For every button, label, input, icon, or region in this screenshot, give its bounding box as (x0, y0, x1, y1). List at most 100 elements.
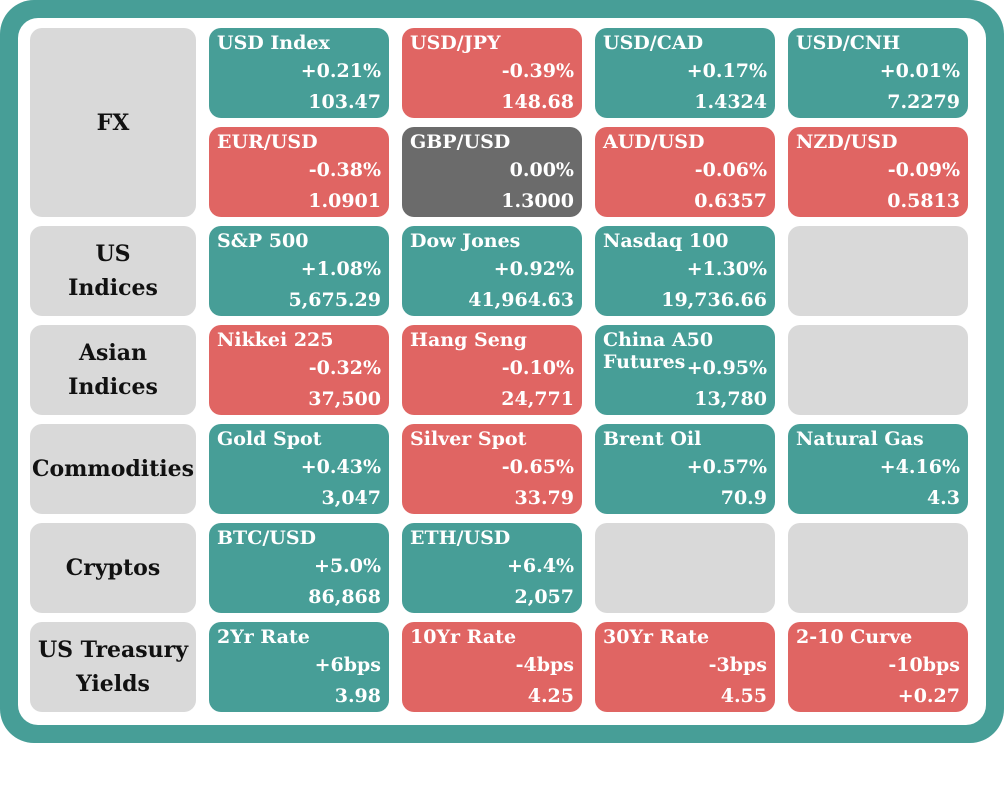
instrument-name: Natural Gas (796, 428, 924, 450)
instrument-name: Gold Spot (217, 428, 322, 450)
instrument-name: Nasdaq 100 (603, 230, 729, 252)
empty-tile (788, 523, 968, 613)
change-value: +0.57% (686, 456, 767, 478)
change-value: +0.21% (300, 60, 381, 82)
change-value: +5.0% (313, 555, 381, 577)
market-panel: FX USD Index +0.21% 103.47 USD/JPY -0.39% 148.… (18, 18, 986, 725)
tile-usd-cnh[interactable]: USD/CNH +0.01% 7.2279 (788, 28, 968, 118)
instrument-name: USD Index (217, 32, 330, 54)
price-value: 70.9 (720, 487, 767, 509)
tile-nikkei-225[interactable]: Nikkei 225 -0.32% 37,500 (209, 325, 389, 415)
instrument-name: ETH/USD (410, 527, 511, 549)
change-value: -4bps (515, 654, 574, 676)
price-value: 1.4324 (694, 91, 767, 113)
price-value: 4.55 (720, 685, 767, 707)
change-value: -0.06% (694, 159, 767, 181)
price-value: +0.27 (897, 685, 960, 707)
category-commodities: Commodities (30, 424, 196, 514)
price-value: 13,780 (694, 388, 767, 410)
instrument-name: NZD/USD (796, 131, 898, 153)
instrument-name: USD/CAD (603, 32, 704, 54)
change-value: -3bps (708, 654, 767, 676)
price-value: 148.68 (501, 91, 574, 113)
price-value: 103.47 (308, 91, 381, 113)
instrument-name: 10Yr Rate (410, 626, 517, 648)
tile-nzd-usd[interactable]: NZD/USD -0.09% 0.5813 (788, 127, 968, 217)
tile-hang-seng[interactable]: Hang Seng -0.10% 24,771 (402, 325, 582, 415)
tile-btc-usd[interactable]: BTC/USD +5.0% 86,868 (209, 523, 389, 613)
tile-eth-usd[interactable]: ETH/USD +6.4% 2,057 (402, 523, 582, 613)
price-value: 4.25 (527, 685, 574, 707)
instrument-name: Brent Oil (603, 428, 702, 450)
tile-2-10-curve[interactable]: 2-10 Curve -10bps +0.27 (788, 622, 968, 712)
tile-eur-usd[interactable]: EUR/USD -0.38% 1.0901 (209, 127, 389, 217)
market-grid: FX USD Index +0.21% 103.47 USD/JPY -0.39% 148.… (30, 28, 973, 811)
tile-usd-cad[interactable]: USD/CAD +0.17% 1.4324 (595, 28, 775, 118)
price-value: 86,868 (308, 586, 381, 608)
tile-brent-oil[interactable]: Brent Oil +0.57% 70.9 (595, 424, 775, 514)
change-value: +4.16% (879, 456, 960, 478)
tile-silver-spot[interactable]: Silver Spot -0.65% 33.79 (402, 424, 582, 514)
tile-s-p-500[interactable]: S&P 500 +1.08% 5,675.29 (209, 226, 389, 316)
tile-gold-spot[interactable]: Gold Spot +0.43% 3,047 (209, 424, 389, 514)
price-value: 0.6357 (694, 190, 767, 212)
tile-10yr-rate[interactable]: 10Yr Rate -4bps 4.25 (402, 622, 582, 712)
change-value: +0.92% (493, 258, 574, 280)
change-value: +1.30% (686, 258, 767, 280)
price-value: 5,675.29 (288, 289, 381, 311)
instrument-name: Silver Spot (410, 428, 527, 450)
instrument-name: Dow Jones (410, 230, 521, 252)
tile-2yr-rate[interactable]: 2Yr Rate +6bps 3.98 (209, 622, 389, 712)
dashboard-frame: FX USD Index +0.21% 103.47 USD/JPY -0.39% 148.… (0, 0, 1004, 743)
price-value: 1.3000 (501, 190, 574, 212)
tile-china-a50-futures[interactable]: China A50 Futures +0.95% 13,780 (595, 325, 775, 415)
instrument-name: GBP/USD (410, 131, 511, 153)
price-value: 24,771 (501, 388, 574, 410)
price-value: 1.0901 (308, 190, 381, 212)
instrument-name: 2-10 Curve (796, 626, 913, 648)
instrument-name: Hang Seng (410, 329, 527, 351)
tile-natural-gas[interactable]: Natural Gas +4.16% 4.3 (788, 424, 968, 514)
tile-30yr-rate[interactable]: 30Yr Rate -3bps 4.55 (595, 622, 775, 712)
change-value: -0.38% (308, 159, 381, 181)
price-value: 19,736.66 (661, 289, 767, 311)
change-value: -0.39% (501, 60, 574, 82)
price-value: 3,047 (321, 487, 382, 509)
empty-tile (788, 226, 968, 316)
price-value: 37,500 (308, 388, 381, 410)
instrument-name: AUD/USD (603, 131, 705, 153)
change-value: +0.17% (686, 60, 767, 82)
tile-gbp-usd[interactable]: GBP/USD 0.00% 1.3000 (402, 127, 582, 217)
price-value: 4.3 (926, 487, 960, 509)
empty-tile (788, 325, 968, 415)
instrument-name: S&P 500 (217, 230, 309, 252)
change-value: -0.09% (887, 159, 960, 181)
instrument-name: Nikkei 225 (217, 329, 334, 351)
tile-nasdaq-100[interactable]: Nasdaq 100 +1.30% 19,736.66 (595, 226, 775, 316)
change-value: -0.65% (501, 456, 574, 478)
price-value: 2,057 (514, 586, 575, 608)
change-value: +6.4% (506, 555, 574, 577)
change-value: +1.08% (300, 258, 381, 280)
category-us-indices: US Indices (30, 226, 196, 316)
price-value: 3.98 (334, 685, 381, 707)
category-asian-indices: Asian Indices (30, 325, 196, 415)
change-value: +0.01% (879, 60, 960, 82)
instrument-name: EUR/USD (217, 131, 318, 153)
price-value: 33.79 (514, 487, 575, 509)
category-us-treasury-yields: US Treasury Yields (30, 622, 196, 712)
price-value: 41,964.63 (468, 289, 574, 311)
instrument-name: China A50 Futures (603, 329, 714, 373)
tile-aud-usd[interactable]: AUD/USD -0.06% 0.6357 (595, 127, 775, 217)
category-fx: FX (30, 28, 196, 217)
change-value: 0.00% (509, 159, 574, 181)
change-value: -0.10% (501, 357, 574, 379)
change-value: +0.43% (300, 456, 381, 478)
change-value: -10bps (888, 654, 960, 676)
tile-usd-index[interactable]: USD Index +0.21% 103.47 (209, 28, 389, 118)
tile-usd-jpy[interactable]: USD/JPY -0.39% 148.68 (402, 28, 582, 118)
tile-dow-jones[interactable]: Dow Jones +0.92% 41,964.63 (402, 226, 582, 316)
instrument-name: USD/CNH (796, 32, 901, 54)
instrument-name: USD/JPY (410, 32, 501, 54)
change-value: +0.95% (686, 357, 767, 379)
